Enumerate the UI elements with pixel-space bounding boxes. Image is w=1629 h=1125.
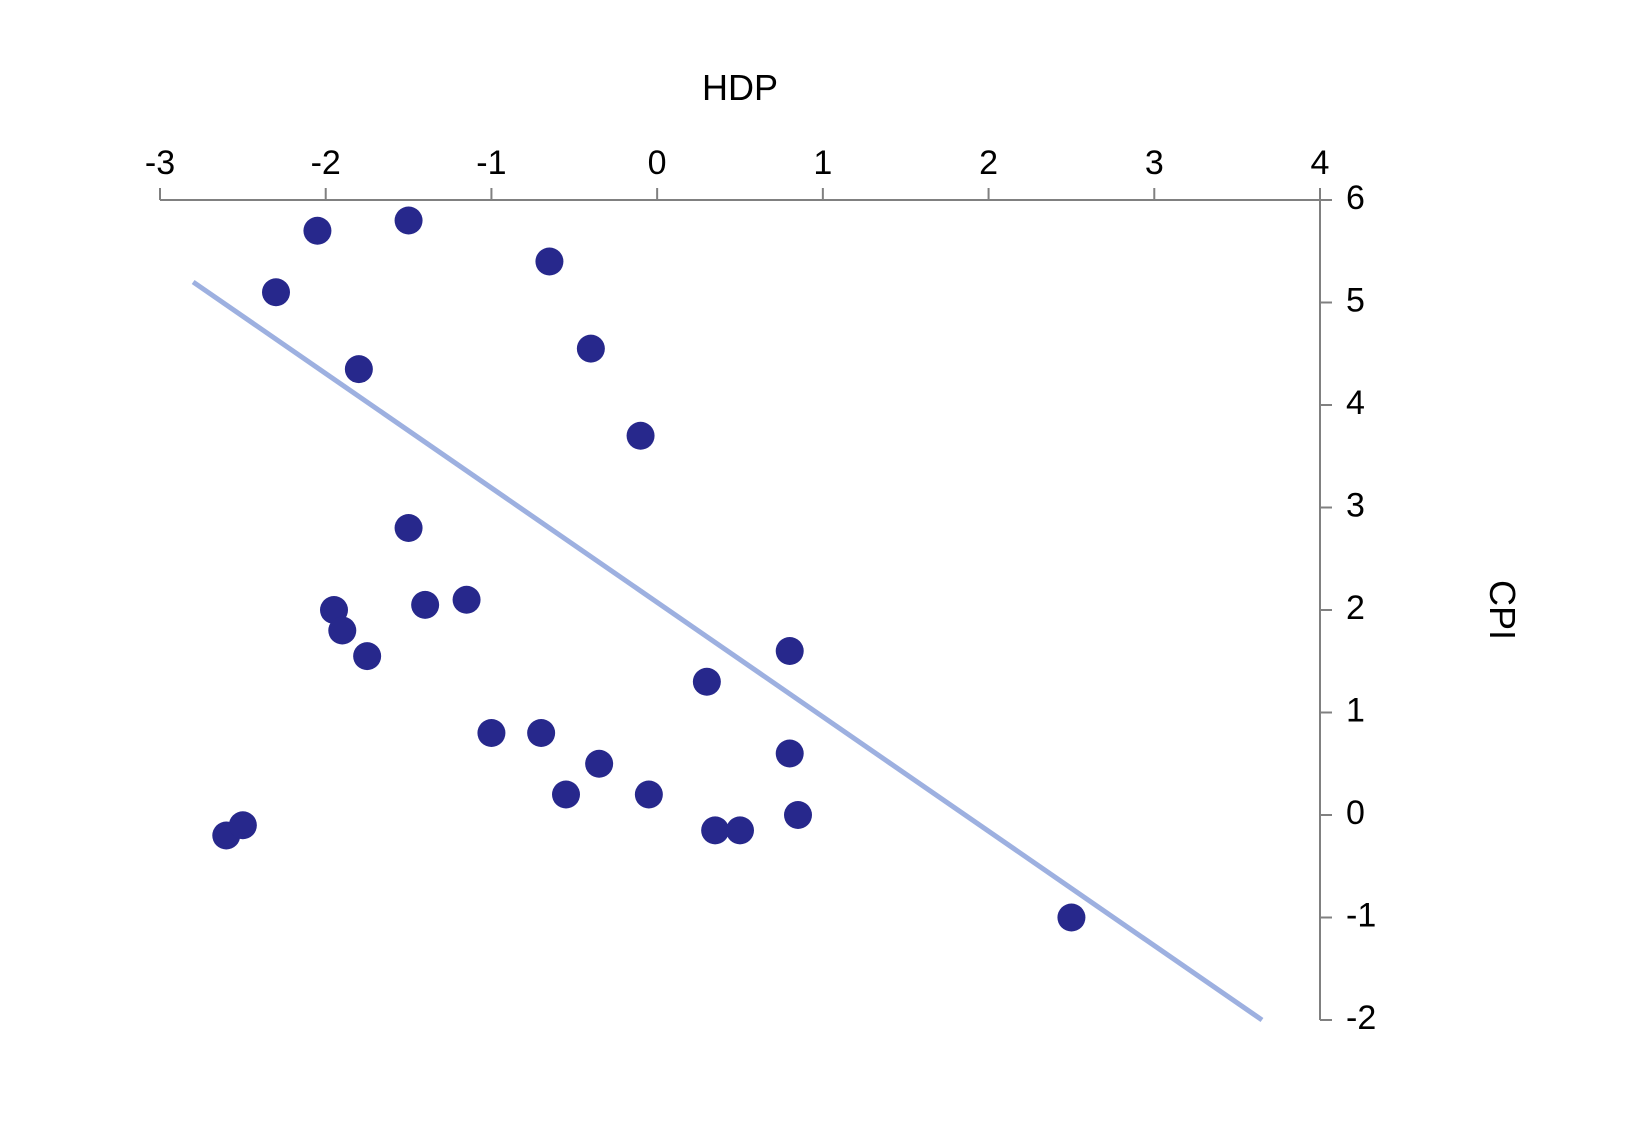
scatter-chart: -3 -2 -1 0 1 2 3 4 -2 -1 0 1 2 3 4 5 6 HDP CPI xyxy=(0,0,1629,1125)
y-tick-label: 0 xyxy=(1346,794,1365,832)
scatter-point xyxy=(1057,904,1085,932)
scatter-point xyxy=(701,816,729,844)
x-tick-label: 4 xyxy=(1311,144,1330,182)
scatter-point xyxy=(627,422,655,450)
chart-svg: -3 -2 -1 0 1 2 3 4 -2 -1 0 1 2 3 4 5 6 HDP CPI xyxy=(0,0,1629,1125)
scatter-point xyxy=(577,335,605,363)
scatter-point xyxy=(353,642,381,670)
scatter-point xyxy=(784,801,812,829)
scatter-point xyxy=(635,781,663,809)
y-tick-label: 5 xyxy=(1346,281,1365,319)
x-tick-label: -2 xyxy=(311,144,341,182)
y-tick-label: 4 xyxy=(1346,384,1365,422)
scatter-point xyxy=(477,719,505,747)
scatter-point xyxy=(345,355,373,383)
scatter-point xyxy=(585,750,613,778)
x-tick-label: -3 xyxy=(145,144,175,182)
y-axis-label: CPI xyxy=(1482,580,1523,640)
scatter-point xyxy=(395,514,423,542)
scatter-point xyxy=(527,719,555,747)
x-tick-label: 3 xyxy=(1145,144,1164,182)
y-tick-label: 1 xyxy=(1346,691,1365,729)
scatter-point xyxy=(303,217,331,245)
x-tick-label: 1 xyxy=(813,144,832,182)
scatter-point xyxy=(453,586,481,614)
scatter-point xyxy=(693,668,721,696)
scatter-point xyxy=(552,781,580,809)
scatter-point xyxy=(229,811,257,839)
scatter-point xyxy=(411,591,439,619)
scatter-point xyxy=(535,248,563,276)
y-tick-label: 2 xyxy=(1346,589,1365,627)
y-tick-label: 6 xyxy=(1346,179,1365,217)
x-axis-label: HDP xyxy=(702,67,778,108)
scatter-point xyxy=(328,617,356,645)
y-tick-label: -1 xyxy=(1346,896,1376,934)
y-tick-label: 3 xyxy=(1346,486,1365,524)
scatter-point xyxy=(726,816,754,844)
scatter-point xyxy=(776,637,804,665)
y-tick-label: -2 xyxy=(1346,999,1376,1037)
x-tick-label: -1 xyxy=(476,144,506,182)
scatter-point xyxy=(262,278,290,306)
x-tick-label: 0 xyxy=(648,144,667,182)
scatter-point xyxy=(395,207,423,235)
x-tick-label: 2 xyxy=(979,144,998,182)
scatter-point xyxy=(776,740,804,768)
